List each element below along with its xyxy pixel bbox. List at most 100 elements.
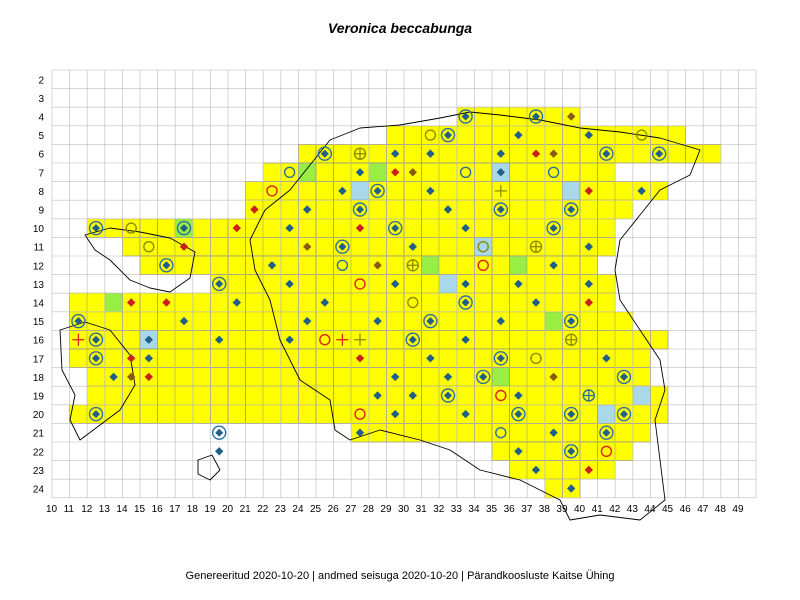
marker-diamond-blue-icon [285, 279, 294, 289]
grid-cell [544, 441, 563, 461]
row-label: 8 [38, 187, 44, 198]
grid-cell [474, 181, 493, 201]
grid-cell [597, 218, 616, 238]
marker-diamond-blue-icon [408, 242, 417, 251]
marker-circle-olive-icon [530, 352, 542, 364]
marker-diamond-blue-icon [355, 428, 365, 437]
marker-plus-red-icon [336, 333, 349, 346]
grid-cell [456, 199, 475, 220]
grid-cell [597, 125, 616, 145]
column-label: 14 [116, 504, 128, 515]
grid-cell [192, 367, 211, 387]
marker-diamond-blue-icon [408, 391, 417, 400]
column-label: 31 [416, 504, 428, 515]
grid-cell [544, 199, 563, 220]
grid-cell [474, 237, 493, 257]
marker-diamond-red-icon [355, 223, 365, 233]
grid-cell [632, 385, 651, 406]
column-label: 18 [187, 504, 199, 515]
marker-diamond-blue-icon [496, 149, 505, 158]
grid-cell [139, 237, 158, 257]
column-label: 44 [644, 504, 656, 515]
marker-diamond-blue-icon [215, 447, 224, 456]
marker-circle-olive-icon [143, 240, 155, 253]
marker-diamond-brown-icon [127, 372, 136, 382]
marker-diamond-circle-blue-icon [564, 444, 579, 459]
grid-cell [262, 218, 282, 238]
grid-cell [368, 367, 387, 387]
grid-cell [702, 144, 722, 164]
grid-cell [438, 404, 458, 424]
column-label: 46 [680, 504, 692, 515]
row-label: 2 [38, 75, 44, 86]
column-label: 12 [81, 504, 93, 515]
marker-diamond-blue-icon [584, 242, 593, 251]
grid-cell [368, 330, 387, 350]
marker-circle-red-icon [495, 389, 507, 402]
marker-circle-blue-icon [547, 166, 560, 179]
marker-diamond-blue-icon [303, 316, 312, 326]
grid-cell [139, 404, 158, 424]
grid-cell [562, 162, 581, 182]
grid-cell [421, 385, 440, 406]
grid-cell [526, 311, 546, 331]
marker-diamond-blue-icon [391, 149, 400, 158]
grid-cell [421, 218, 440, 238]
marker-diamond-blue-icon [391, 372, 400, 382]
grid-cell [456, 181, 475, 201]
grid-cell [544, 330, 563, 350]
marker-diamond-brown-icon [303, 242, 312, 251]
marker-diamond-blue-icon [373, 391, 382, 400]
marker-diamond-circle-blue-icon [211, 425, 227, 440]
grid-cell [562, 218, 581, 238]
grid-cell [333, 385, 352, 406]
grid-cell [315, 311, 334, 331]
marker-diamond-brown-icon [373, 261, 382, 270]
grid-cell [614, 348, 634, 368]
marker-diamond-brown-icon [567, 112, 576, 121]
grid-cell [262, 385, 282, 406]
marker-diamond-circle-blue-icon [599, 425, 614, 440]
grid-cell [491, 441, 510, 461]
grid-cell [491, 330, 510, 350]
grid-cell [245, 348, 264, 368]
grid-cell [650, 330, 669, 350]
grid-cell [350, 292, 370, 313]
grid-cell [174, 367, 194, 387]
grid-cell [174, 330, 194, 350]
marker-diamond-brown-icon [549, 372, 558, 382]
marker-circle-blue-icon [495, 427, 507, 439]
grid-cell [421, 292, 440, 313]
grid-cell [280, 404, 299, 424]
grid-cell [350, 274, 370, 294]
grid-cell [632, 404, 651, 424]
grid-cell [157, 311, 176, 331]
grid-cell [174, 385, 194, 406]
grid-cell [421, 274, 440, 294]
grid-cell [210, 218, 229, 238]
marker-diamond-red-icon [250, 205, 259, 214]
column-label: 10 [46, 504, 58, 515]
grid-cell [333, 162, 352, 182]
grid-cell [526, 348, 546, 368]
grid-cell [386, 348, 405, 368]
grid-cell [386, 311, 405, 331]
grid-cell [597, 311, 616, 331]
marker-diamond-blue-icon [144, 335, 153, 344]
grid-cell [509, 199, 528, 220]
column-label: 11 [64, 504, 75, 515]
grid-cell [562, 385, 581, 406]
grid-cell [298, 367, 317, 387]
grid-cell [386, 385, 405, 406]
grid-cell [474, 348, 493, 368]
grid-cell [579, 404, 598, 424]
marker-diamond-blue-icon [496, 316, 505, 326]
grid-cell [298, 404, 317, 424]
grid-cell [192, 218, 211, 238]
grid-cell [104, 311, 123, 331]
grid-cell [509, 330, 528, 350]
grid-cell [491, 367, 510, 387]
grid-cell [386, 255, 405, 275]
grid-cell [544, 404, 563, 424]
